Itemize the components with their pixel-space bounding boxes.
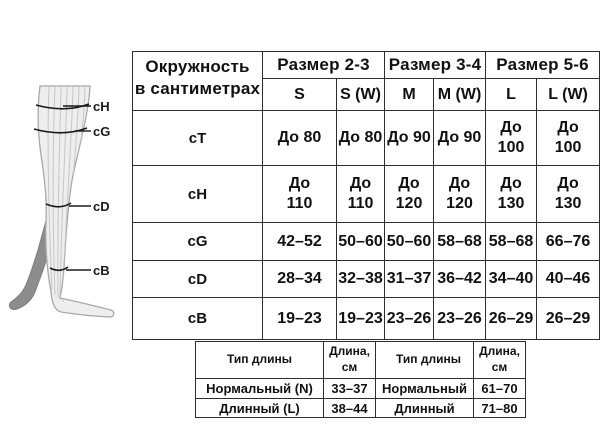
length-type-cell: Длинный <box>375 398 474 418</box>
size-value-cell: 36–42 <box>433 260 487 298</box>
size-column-header-sw: S (W) <box>335 78 386 111</box>
size-group-header-3-4: Размер 3-4 <box>384 51 487 79</box>
leg-label-cB: cB <box>93 263 110 278</box>
length-range-cell: 61–70 <box>473 378 526 399</box>
length-cm-header-2: Длина, см <box>473 341 526 379</box>
measurement-row-label-cT: cT <box>132 110 263 166</box>
leg-label-cH: cH <box>93 99 110 114</box>
size-column-header-s: S <box>262 78 337 111</box>
measurement-row-label-cG: cG <box>132 222 263 261</box>
size-value-cell: До 90 <box>433 110 487 166</box>
length-cm-header-1: Длина, см <box>323 341 376 379</box>
length-range-cell: 71–80 <box>473 398 526 418</box>
size-value-cell: 19–23 <box>262 297 337 340</box>
size-value-cell: 28–34 <box>262 260 337 298</box>
size-value-cell: До 130 <box>536 165 600 223</box>
length-range-cell: 33–37 <box>323 378 376 399</box>
size-value-cell: До 100 <box>485 110 538 166</box>
length-type-header-1: Тип длины <box>195 341 324 379</box>
size-column-header-mw: M (W) <box>433 78 487 111</box>
table-row-cT: cT До 80 До 80 До 90 До 90 До 100 До 100 <box>132 110 600 166</box>
size-value-cell: 58–68 <box>433 222 487 261</box>
size-value-cell: До 130 <box>485 165 538 223</box>
length-range-cell: 38–44 <box>323 398 376 418</box>
leg-label-cD: cD <box>93 199 110 214</box>
measurement-bands <box>33 103 90 272</box>
table-row-cD: cD 28–34 32–38 31–37 36–42 34–40 40–46 <box>132 260 600 298</box>
table-row-cH: cH До 110 До 110 До 120 До 120 До 130 До… <box>132 165 600 223</box>
size-value-cell: 66–76 <box>536 222 600 261</box>
length-type-cell: Нормальный <box>375 378 474 399</box>
size-group-header-5-6: Размер 5-6 <box>485 51 600 79</box>
leg-measurement-diagram: cH cG cD cB <box>8 85 115 318</box>
size-value-cell: 26–29 <box>485 297 538 340</box>
length-row-normal: Нормальный (N) 33–37 Нормальный 61–70 <box>195 378 526 399</box>
length-type-cell: Нормальный (N) <box>195 378 324 399</box>
length-type-cell: Длинный (L) <box>195 398 324 418</box>
size-value-cell: 42–52 <box>262 222 337 261</box>
length-row-long: Длинный (L) 38–44 Длинный 71–80 <box>195 398 526 418</box>
size-value-cell: 34–40 <box>485 260 538 298</box>
length-table: Тип длины Длина, см Тип длины Длина, см … <box>195 341 526 418</box>
size-value-cell: 32–38 <box>335 260 386 298</box>
size-value-cell: 23–26 <box>433 297 487 340</box>
size-value-cell: 50–60 <box>335 222 386 261</box>
size-column-header-lw: L (W) <box>536 78 600 111</box>
size-column-header-l: L <box>485 78 538 111</box>
size-value-cell: До 120 <box>433 165 487 223</box>
size-value-cell: 58–68 <box>485 222 538 261</box>
leg-label-cG: cG <box>93 124 110 139</box>
size-value-cell: До 80 <box>335 110 386 166</box>
size-group-header-2-3: Размер 2-3 <box>261 51 386 79</box>
size-value-cell: До 110 <box>335 165 386 223</box>
measurement-row-label-cH: cH <box>132 165 263 223</box>
size-value-cell: 23–26 <box>384 297 435 340</box>
size-value-cell: До 80 <box>262 110 337 166</box>
size-value-cell: 19–23 <box>335 297 386 340</box>
size-column-header-m: M <box>384 78 435 111</box>
size-value-cell: 40–46 <box>536 260 600 298</box>
size-value-cell: До 90 <box>384 110 435 166</box>
length-type-header-2: Тип длины <box>375 341 474 379</box>
size-value-cell: До 100 <box>536 110 600 166</box>
measurement-row-label-cB: cB <box>132 297 263 340</box>
table-row-cB: cB 19–23 19–23 23–26 23–26 26–29 26–29 <box>132 297 600 340</box>
leader-lines <box>63 105 91 271</box>
front-leg-shape <box>37 85 115 318</box>
size-value-cell: До 110 <box>262 165 337 223</box>
size-value-cell: 26–29 <box>536 297 600 340</box>
size-value-cell: 31–37 <box>384 260 435 298</box>
size-value-cell: 50–60 <box>384 222 435 261</box>
measurement-row-label-cD: cD <box>132 260 263 298</box>
table-row-cG: cG 42–52 50–60 50–60 58–68 58–68 66–76 <box>132 222 600 261</box>
size-value-cell: До 120 <box>384 165 435 223</box>
size-table: Окружность в сантиметрах Размер 2-3 Разм… <box>132 51 600 340</box>
circumference-header: Окружность в сантиметрах <box>132 51 263 111</box>
